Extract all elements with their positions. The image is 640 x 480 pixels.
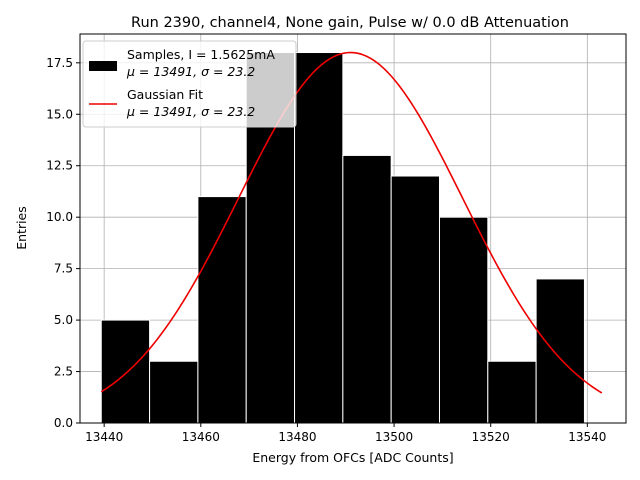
histogram-bar (390, 175, 440, 424)
legend-box (82, 40, 297, 128)
histogram-bar (342, 154, 392, 424)
x-tick-label: 13480 (278, 430, 316, 444)
grid-lines (80, 34, 626, 424)
y-tick-label: 2.5 (54, 365, 73, 379)
histogram-bar (535, 278, 585, 424)
legend-label-samples: Samples, I = 1.5625mA (127, 47, 275, 62)
legend-label-fit: Gaussian Fit (127, 87, 203, 102)
x-tick-label: 13500 (375, 430, 413, 444)
gaussian-fit-line (100, 51, 603, 394)
histogram-bar (197, 196, 247, 424)
legend-stats-fit: μ = 13491, σ = 23.2 (126, 104, 255, 119)
histogram-bar (487, 360, 537, 424)
chart-title: Run 2390, channel4, None gain, Pulse w/ … (131, 15, 569, 31)
x-tick-label: 13520 (472, 430, 510, 444)
histogram-bars (100, 52, 585, 424)
histogram-bar (438, 216, 489, 424)
y-tick-label: 5.0 (54, 313, 73, 327)
gaussian-fit (100, 51, 603, 394)
y-tick-label: 15.0 (46, 107, 73, 121)
x-tick-label: 13460 (182, 430, 220, 444)
legend-swatch-samples (89, 61, 117, 71)
y-tick-label: 10.0 (46, 210, 73, 224)
x-axis-label: Energy from OFCs [ADC Counts] (252, 450, 453, 465)
histogram-bar (100, 319, 151, 424)
plot-frame (79, 33, 627, 424)
legend-stats-samples: μ = 13491, σ = 23.2 (126, 64, 255, 79)
x-tick-label: 13540 (568, 430, 606, 444)
legend: Samples, I = 1.5625mA μ = 13491, σ = 23.… (82, 40, 297, 128)
y-tick-label: 7.5 (54, 262, 73, 276)
x-tick-label: 13440 (85, 430, 123, 444)
histogram-bar (294, 52, 344, 424)
x-axis-ticks: 13440 13460 13480 13500 13520 13540 (85, 423, 606, 444)
y-tick-label: 0.0 (54, 416, 73, 430)
y-tick-label: 12.5 (46, 159, 73, 173)
y-axis-label: Entries (14, 206, 29, 250)
y-tick-label: 17.5 (46, 56, 73, 70)
y-axis-ticks: 0.0 2.5 5.0 7.5 10.0 12.5 15.0 17.5 (46, 56, 80, 430)
histogram-bar (149, 360, 199, 424)
